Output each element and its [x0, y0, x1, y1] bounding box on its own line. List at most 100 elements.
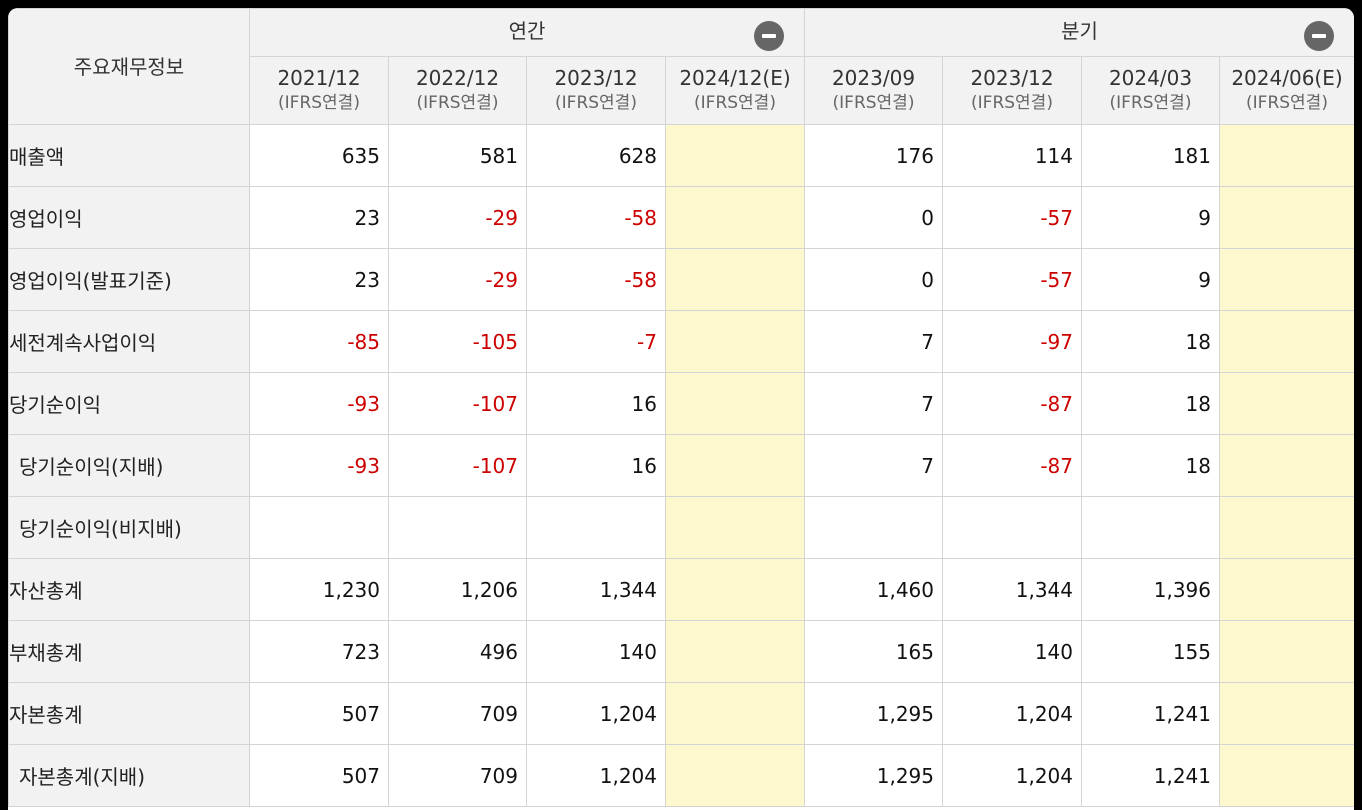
value-cell: -85 — [249, 310, 389, 373]
period-header: 2023/12 (IFRS연결) — [526, 56, 666, 125]
value-cell: -107 — [388, 372, 527, 435]
group-header-quarterly: 분기 — [804, 8, 1354, 57]
table-row: 세전계속사업이익 -85 -105 -7 7 -97 18 — [8, 310, 1354, 373]
value-cell: 114 — [942, 124, 1082, 187]
value-cell: 1,204 — [942, 744, 1082, 807]
value-cell — [804, 496, 943, 559]
value-cell: 1,204 — [526, 744, 666, 807]
group-header-annual: 연간 — [249, 8, 805, 57]
table-row: 영업이익(발표기준) 23 -29 -58 0 -57 9 — [8, 248, 1354, 311]
group-label-quarterly: 분기 — [1061, 19, 1098, 43]
period-header: 2023/12 (IFRS연결) — [942, 56, 1082, 125]
value-cell: 1,204 — [942, 682, 1082, 745]
value-cell: 181 — [1081, 124, 1220, 187]
row-label: 영업이익 — [8, 186, 250, 249]
value-cell: 23 — [249, 186, 389, 249]
table-row: 당기순이익(지배) -93 -107 16 7 -87 18 — [8, 434, 1354, 497]
collapse-quarterly-icon[interactable] — [1304, 21, 1334, 51]
estimate-cell — [665, 496, 805, 559]
corner-label: 주요재무정보 — [8, 8, 250, 125]
estimate-cell — [1219, 310, 1354, 373]
period-year: 2022/12 — [415, 66, 500, 90]
value-cell: 18 — [1081, 434, 1220, 497]
table-row: 매출액 635 581 628 176 114 181 — [8, 124, 1354, 187]
period-header: 2021/12 (IFRS연결) — [249, 56, 389, 125]
estimate-cell — [665, 372, 805, 435]
period-year: 2024/03 — [1108, 66, 1193, 90]
row-label: 영업이익(발표기준) — [8, 248, 250, 311]
table-row: 당기순이익 -93 -107 16 7 -87 18 — [8, 372, 1354, 435]
period-header: 2024/03 (IFRS연결) — [1081, 56, 1220, 125]
period-header: 2022/12 (IFRS연결) — [388, 56, 527, 125]
value-cell: -97 — [942, 310, 1082, 373]
financial-summary-panel: 주요재무정보 연간 분기 2021/12 (IFRS연결) 2022/12 (IFRS… — [8, 8, 1354, 810]
estimate-cell — [1219, 186, 1354, 249]
estimate-cell — [1219, 124, 1354, 187]
period-header: 2024/12(E) (IFRS연결) — [665, 56, 805, 125]
estimate-cell — [1219, 620, 1354, 683]
period-type: (IFRS연결) — [555, 93, 637, 113]
table-row: 자본총계(지배) 507 709 1,204 1,295 1,204 1,241 — [8, 744, 1354, 807]
value-cell: 1,460 — [804, 558, 943, 621]
estimate-cell — [1219, 434, 1354, 497]
value-cell: 18 — [1081, 372, 1220, 435]
value-cell: 507 — [249, 744, 389, 807]
value-cell: 9 — [1081, 248, 1220, 311]
value-cell: 496 — [388, 620, 527, 683]
value-cell: 1,295 — [804, 682, 943, 745]
estimate-cell — [1219, 744, 1354, 807]
value-cell: 18 — [1081, 310, 1220, 373]
row-label: 당기순이익 — [8, 372, 250, 435]
value-cell: -57 — [942, 186, 1082, 249]
period-type: (IFRS연결) — [278, 93, 360, 113]
estimate-cell — [665, 310, 805, 373]
row-label: 세전계속사업이익 — [8, 310, 250, 373]
value-cell: -29 — [388, 248, 527, 311]
value-cell: 1,344 — [942, 558, 1082, 621]
estimate-cell — [1219, 248, 1354, 311]
value-cell — [388, 496, 527, 559]
row-label: 자본총계 — [8, 682, 250, 745]
table-row: 자산총계 1,230 1,206 1,344 1,460 1,344 1,396 — [8, 558, 1354, 621]
row-label: 당기순이익(지배) — [8, 434, 250, 497]
table-row: 영업이익 23 -29 -58 0 -57 9 — [8, 186, 1354, 249]
row-label: 당기순이익(비지배) — [8, 496, 250, 559]
table-row: 자본총계 507 709 1,204 1,295 1,204 1,241 — [8, 682, 1354, 745]
period-year: 2024/06(E) — [1231, 66, 1343, 90]
period-year: 2023/09 — [831, 66, 916, 90]
period-header: 2024/06(E) (IFRS연결) — [1219, 56, 1354, 125]
value-cell: 23 — [249, 248, 389, 311]
value-cell: 1,241 — [1081, 744, 1220, 807]
period-header: 2023/09 (IFRS연결) — [804, 56, 943, 125]
value-cell: 155 — [1081, 620, 1220, 683]
estimate-cell — [1219, 496, 1354, 559]
value-cell: 1,344 — [526, 558, 666, 621]
value-cell: -87 — [942, 434, 1082, 497]
value-cell: -87 — [942, 372, 1082, 435]
value-cell: -57 — [942, 248, 1082, 311]
period-type: (IFRS연결) — [832, 93, 915, 113]
estimate-cell — [665, 124, 805, 187]
estimate-cell — [665, 434, 805, 497]
table-row: 부채총계 723 496 140 165 140 155 — [8, 620, 1354, 683]
value-cell: 140 — [526, 620, 666, 683]
value-cell: -107 — [388, 434, 527, 497]
period-year: 2023/12 — [970, 66, 1054, 90]
estimate-cell — [1219, 558, 1354, 621]
period-type: (IFRS연결) — [971, 93, 1053, 113]
value-cell: 0 — [804, 186, 943, 249]
estimate-cell — [1219, 372, 1354, 435]
value-cell: 7 — [804, 434, 943, 497]
estimate-cell — [665, 620, 805, 683]
period-type: (IFRS연결) — [416, 93, 499, 113]
value-cell: -93 — [249, 372, 389, 435]
estimate-cell — [665, 558, 805, 621]
estimate-cell — [665, 186, 805, 249]
financial-table: 주요재무정보 연간 분기 2021/12 (IFRS연결) 2022/12 (IFRS… — [8, 8, 1354, 807]
value-cell: 635 — [249, 124, 389, 187]
estimate-cell — [665, 744, 805, 807]
collapse-annual-icon[interactable] — [754, 21, 784, 51]
value-cell: 1,241 — [1081, 682, 1220, 745]
value-cell: 1,230 — [249, 558, 389, 621]
group-label-annual: 연간 — [508, 19, 546, 43]
